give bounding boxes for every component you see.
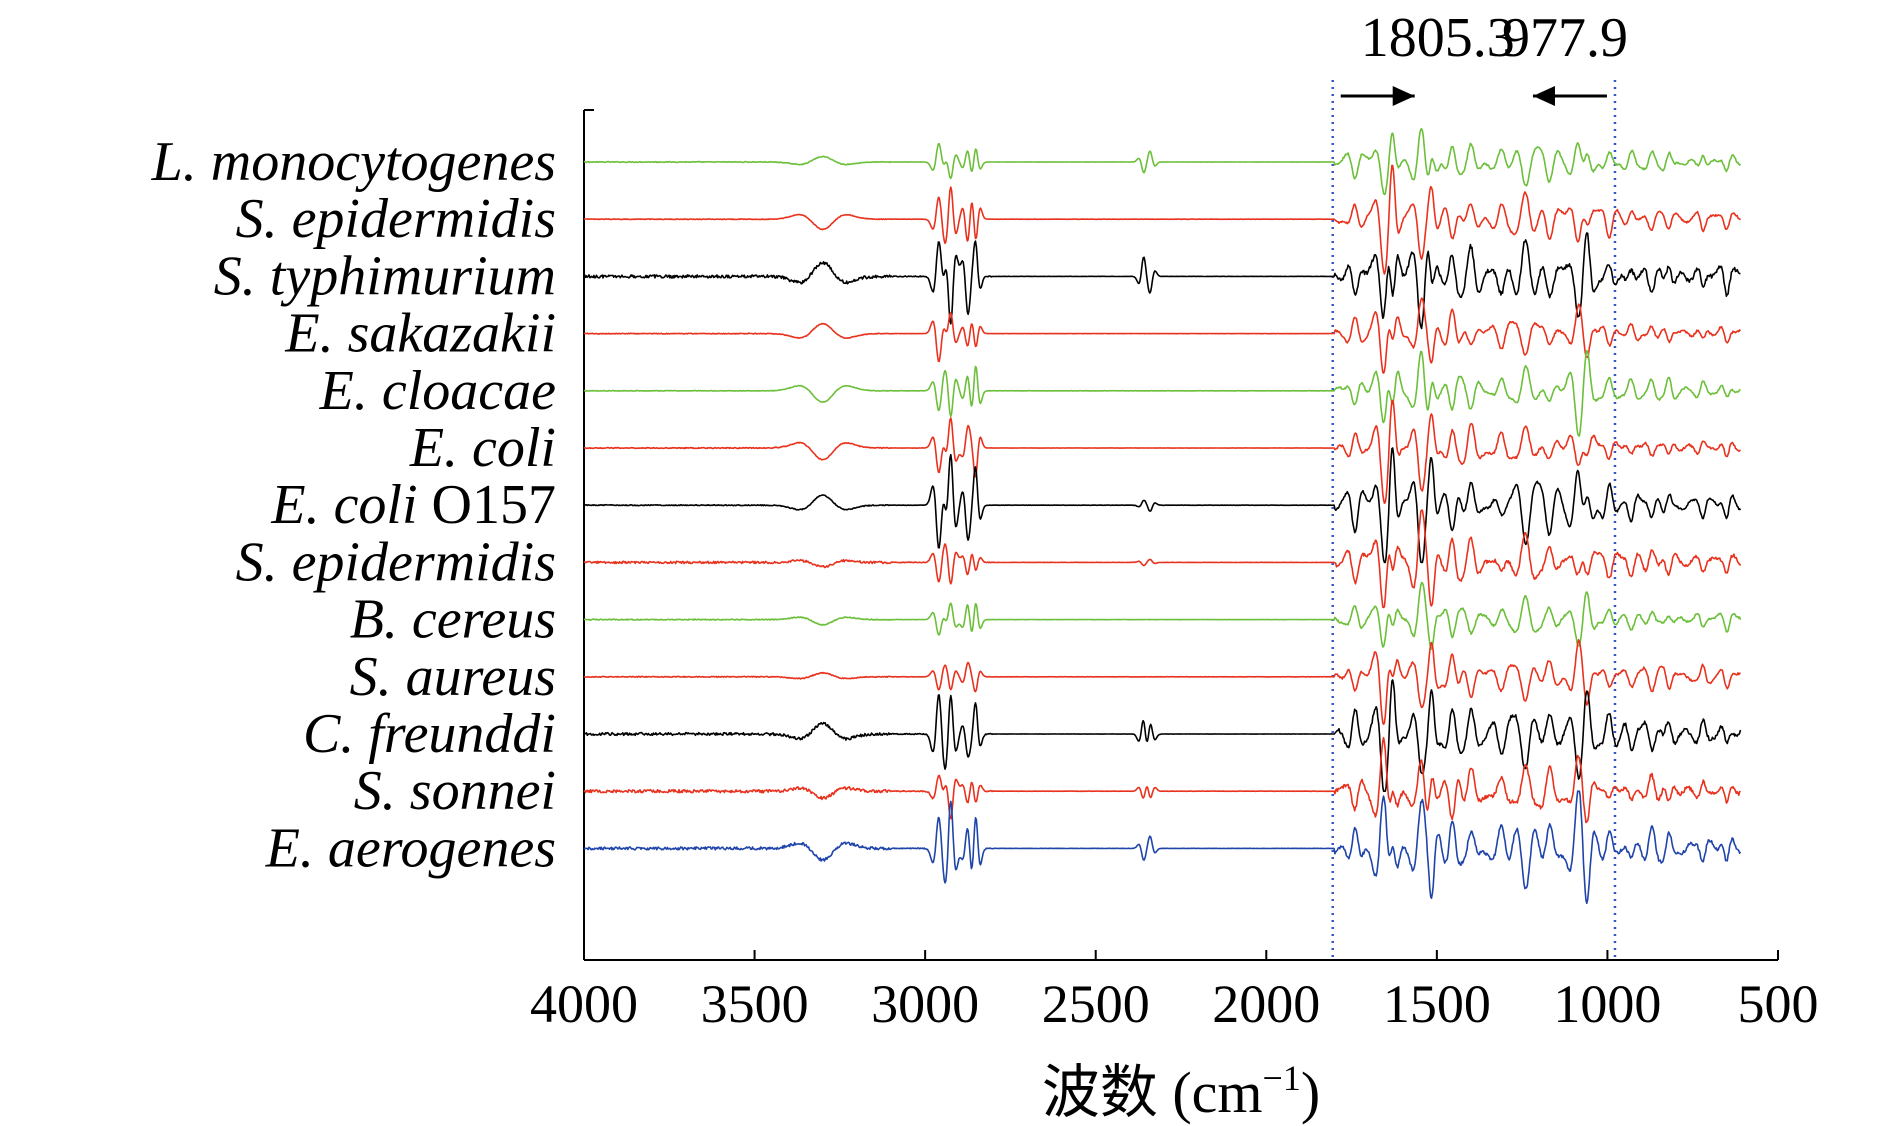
x-tick-label-500: 500: [1738, 974, 1819, 1034]
x-tick-label-3500: 3500: [701, 974, 809, 1034]
series-label-name-8: B. cereus: [350, 589, 556, 651]
x-ticks: 4000 3500 3000 2500 2000 1500 1000 500: [530, 950, 1819, 1034]
x-tick-label-3000: 3000: [871, 974, 979, 1034]
series-line-2: [583, 232, 1741, 330]
series-line-10: [583, 679, 1742, 792]
axes: [583, 109, 1778, 961]
x-tick-label-1000: 1000: [1553, 974, 1661, 1034]
series-label-4: E. cloacae: [319, 360, 556, 422]
marker-arrow-head-1: [1532, 86, 1555, 106]
x-axis-label-sup: −1: [1263, 1058, 1301, 1098]
series-line-11: [583, 736, 1741, 824]
x-axis-label-main: 波数 (cm: [1042, 1060, 1263, 1125]
series-line-9: [583, 639, 1741, 725]
series-label-name-10: C. freunddi: [303, 703, 556, 765]
series-label-name-2: S. typhimurium: [214, 245, 556, 307]
series-line-8: [583, 581, 1742, 650]
series-label-10: C. freunddi: [303, 703, 556, 765]
series-label-suffix-6: O157: [418, 474, 556, 536]
series-label-3: E. sakazakii: [284, 303, 556, 365]
series-label-name-6: E. coli: [270, 474, 417, 536]
x-axis-label: 波数 (cm−1): [1042, 1058, 1320, 1125]
series-label-5: E. coli: [409, 417, 556, 479]
series-label-name-9: S. aureus: [350, 646, 556, 708]
x-tick-label-1500: 1500: [1383, 974, 1491, 1034]
series-label-name-3: E. sakazakii: [284, 303, 556, 365]
series-line-0: [583, 128, 1742, 196]
series-line-1: [583, 164, 1742, 275]
series-label-8: B. cereus: [350, 589, 556, 651]
series-label-12: E. aerogenes: [265, 817, 556, 879]
series-label-7: S. epidermidis: [236, 531, 556, 593]
series-label-9: S. aureus: [350, 646, 556, 708]
series-label-1: S. epidermidis: [236, 188, 556, 250]
series-line-5: [583, 399, 1742, 504]
series-line-12: [583, 790, 1742, 905]
series-line-4: [583, 349, 1741, 437]
x-tick-label-4000: 4000: [530, 974, 638, 1034]
series-group: [583, 128, 1742, 905]
x-tick-label-2000: 2000: [1212, 974, 1320, 1034]
series-label-name-5: E. coli: [409, 417, 556, 479]
marker-label-1: 977.9: [1502, 7, 1628, 69]
series-label-name-11: S. sonnei: [354, 760, 556, 822]
series-label-6: E. coli O157: [270, 474, 556, 536]
x-tick-label-2500: 2500: [1042, 974, 1150, 1034]
series-label-name-0: L. monocytogenes: [151, 131, 556, 193]
series-line-6: [583, 447, 1742, 564]
series-label-name-1: S. epidermidis: [236, 188, 556, 250]
series-label-2: S. typhimurium: [214, 245, 556, 307]
series-label-0: L. monocytogenes: [151, 131, 556, 193]
series-line-3: [583, 297, 1742, 374]
series-label-11: S. sonnei: [354, 760, 556, 822]
x-axis-label-close: ): [1301, 1060, 1320, 1125]
marker-arrow-head-0: [1392, 86, 1415, 106]
series-label-name-12: E. aerogenes: [265, 817, 556, 879]
marker-label-0: 1805.3: [1361, 7, 1515, 69]
series-label-name-7: S. epidermidis: [236, 531, 556, 593]
series-line-7: [583, 509, 1742, 609]
series-label-name-4: E. cloacae: [319, 360, 556, 422]
